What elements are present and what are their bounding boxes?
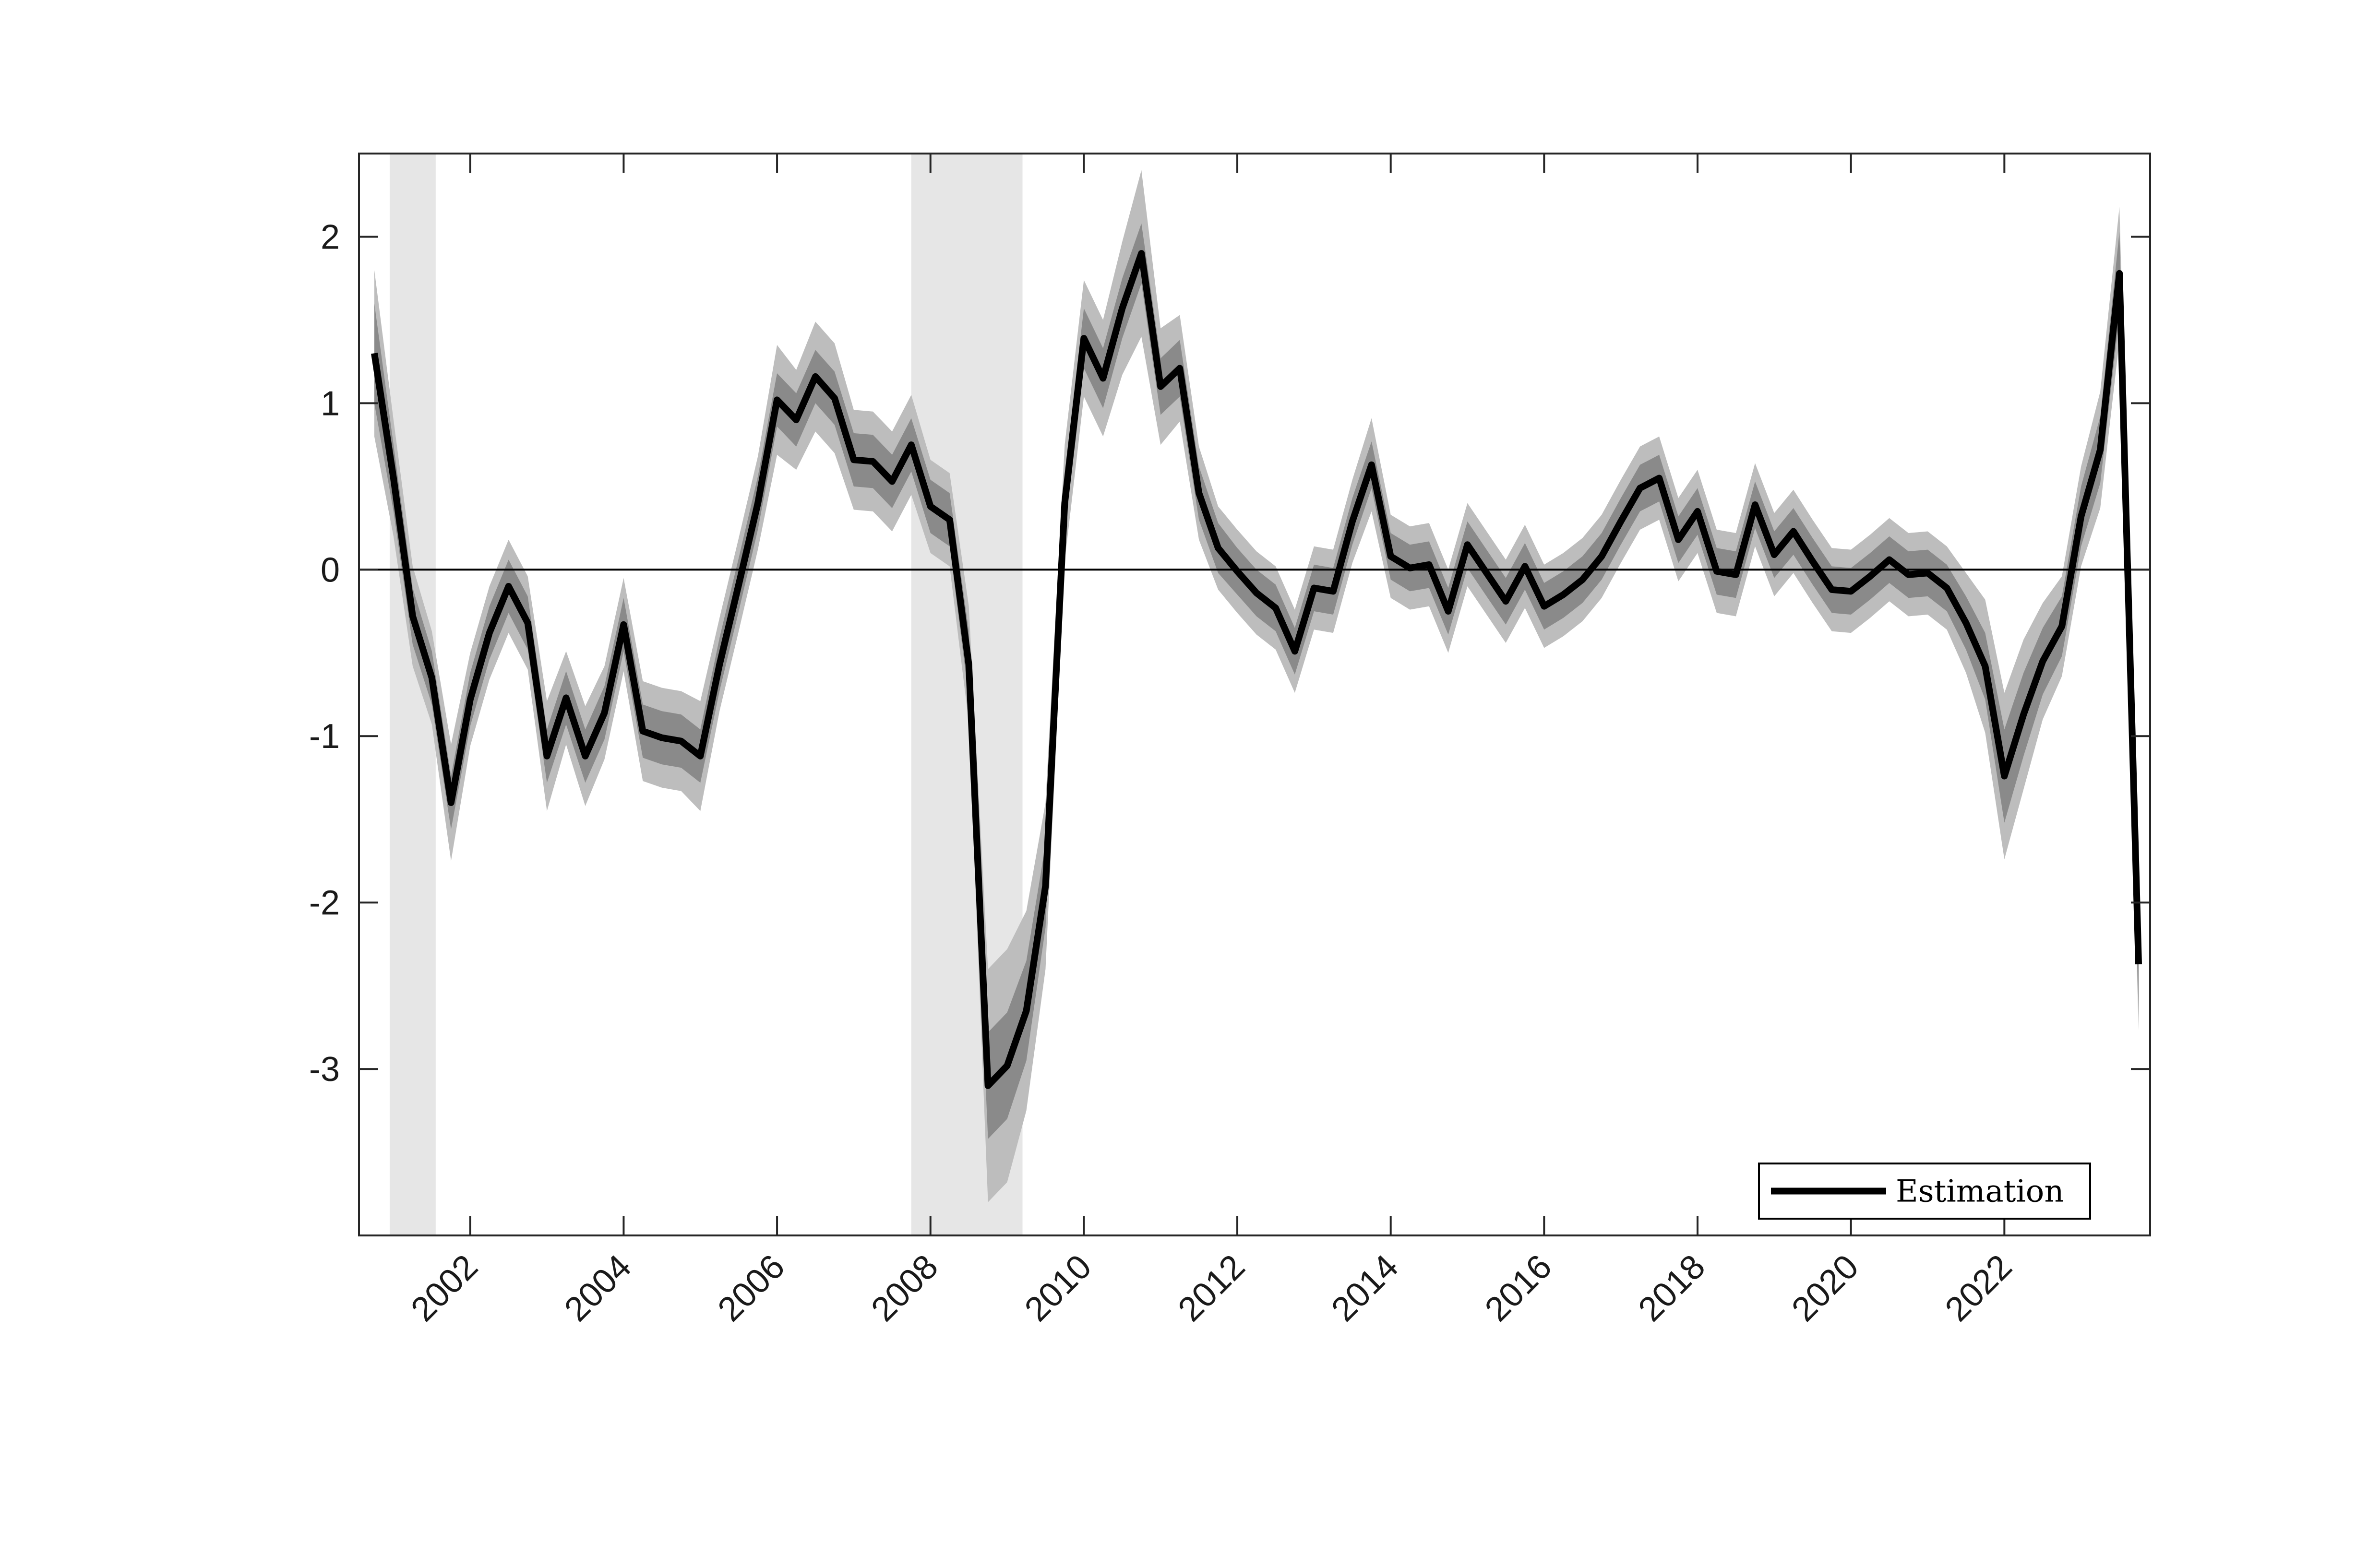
- estimation-series: [371, 250, 2142, 1089]
- y-tick-label: 2: [321, 218, 340, 256]
- y-tick-label: -1: [309, 717, 340, 756]
- x-tick-label: 2002: [404, 1247, 485, 1329]
- band-outer-area: [374, 170, 2139, 1202]
- axis-ticks: [359, 154, 2150, 1235]
- y-tick-label: -2: [309, 884, 340, 922]
- x-tick-label: 2012: [1171, 1247, 1253, 1329]
- estimation-line: [371, 250, 2142, 1089]
- y-tick-label: 1: [321, 384, 340, 423]
- x-tick-label: 2006: [711, 1247, 792, 1329]
- y-tick-label: 0: [321, 551, 340, 589]
- x-tick-label: 2022: [1938, 1247, 2020, 1329]
- x-tick-label: 2018: [1631, 1247, 1712, 1329]
- y-axis-tick-labels: 2 1 0 -1 -2 -3: [309, 218, 340, 1089]
- x-tick-label: 2008: [864, 1247, 945, 1329]
- legend: Estimation: [1758, 1163, 2091, 1220]
- x-tick-label: 2014: [1324, 1247, 1406, 1329]
- confidence-band-outer: [374, 170, 2139, 1202]
- legend-label: Estimation: [1896, 1174, 2064, 1210]
- y-tick-label: -3: [309, 1050, 340, 1089]
- x-tick-label: 2004: [557, 1247, 639, 1329]
- x-axis-tick-labels: 2002 2004 2006 2008 2010 2012 2014 2016 2018 2020…: [404, 1247, 2019, 1329]
- plot-area-frame: [358, 153, 2151, 1236]
- x-tick-label: 2016: [1478, 1247, 1559, 1329]
- x-tick-label: 2020: [1784, 1247, 1866, 1329]
- x-tick-label: 2010: [1017, 1247, 1099, 1329]
